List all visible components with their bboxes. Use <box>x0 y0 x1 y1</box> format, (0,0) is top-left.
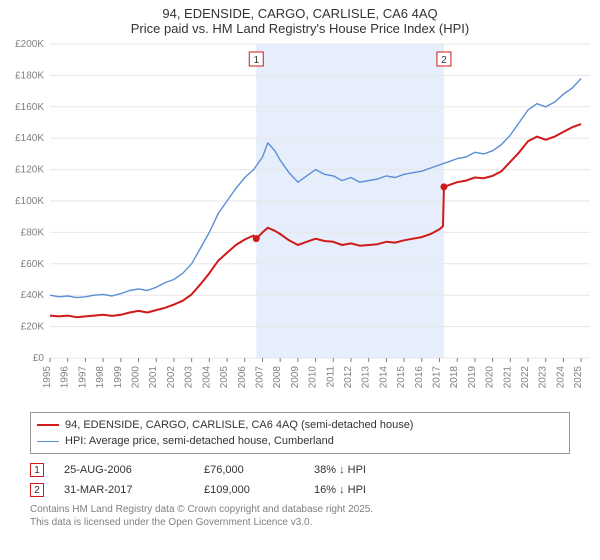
sale-row-marker: 2 <box>30 483 44 497</box>
xtick-label: 2011 <box>325 366 336 388</box>
xtick-label: 1998 <box>95 366 106 389</box>
xtick-label: 2023 <box>538 366 549 389</box>
xtick-label: 2013 <box>361 366 372 389</box>
legend-label: HPI: Average price, semi-detached house,… <box>65 435 334 447</box>
xtick-label: 2000 <box>131 366 142 389</box>
xtick-label: 2016 <box>414 366 425 389</box>
xtick-label: 2003 <box>184 366 195 389</box>
chart-svg: £0 £20K £40K £60K £80K £100K £120K £140K £160K £1… <box>0 38 600 408</box>
sale-row: 2 31-MAR-2017 £109,000 16% ↓ HPI <box>30 480 570 500</box>
xtick-label: 2009 <box>290 366 301 389</box>
sale-marker-dot <box>440 183 447 190</box>
title-subtitle: Price paid vs. HM Land Registry's House … <box>0 21 600 36</box>
ytick-label: £140K <box>15 133 44 144</box>
legend-swatch <box>37 441 59 442</box>
title-address: 94, EDENSIDE, CARGO, CARLISLE, CA6 4AQ <box>0 6 600 21</box>
sale-row-delta: 38% ↓ HPI <box>314 464 366 476</box>
xtick-label: 2006 <box>237 366 248 389</box>
xtick-label: 2012 <box>343 366 354 389</box>
legend-swatch <box>37 424 59 426</box>
xtick-label: 2002 <box>166 366 177 389</box>
ytick-label: £20K <box>21 322 45 333</box>
xtick-label: 1996 <box>60 366 71 389</box>
xtick-label: 2018 <box>449 366 460 389</box>
xtick-label: 2001 <box>148 366 159 389</box>
ytick-label: £120K <box>15 165 44 176</box>
xtick-label: 2019 <box>467 366 478 389</box>
xtick-label: 2008 <box>272 366 283 389</box>
footer-line2: This data is licensed under the Open Gov… <box>30 517 570 530</box>
footer-attribution: Contains HM Land Registry data © Crown c… <box>30 504 570 529</box>
ytick-label: £100K <box>15 196 44 207</box>
xtick-label: 2024 <box>555 366 566 389</box>
xtick-label: 2025 <box>573 366 584 389</box>
xtick-label: 2010 <box>308 366 319 389</box>
sale-row-price: £109,000 <box>204 484 294 496</box>
xtick-label: 2020 <box>485 366 496 389</box>
ytick-label: £40K <box>21 290 45 301</box>
chart-plot-area: £0 £20K £40K £60K £80K £100K £120K £140K £160K £1… <box>0 38 600 408</box>
xtick-label: 1999 <box>113 366 124 389</box>
sale-row-date: 31-MAR-2017 <box>64 484 184 496</box>
xtick-label: 2022 <box>520 366 531 389</box>
ytick-label: £80K <box>21 227 45 238</box>
sale-row-date: 25-AUG-2006 <box>64 464 184 476</box>
legend-row: HPI: Average price, semi-detached house,… <box>37 433 563 449</box>
legend-row: 94, EDENSIDE, CARGO, CARLISLE, CA6 4AQ (… <box>37 417 563 433</box>
xtick-label: 2015 <box>396 366 407 389</box>
sale-row-marker: 1 <box>30 463 44 477</box>
ytick-label: £180K <box>15 70 44 81</box>
xtick-label: 2007 <box>254 366 265 389</box>
title-block: 94, EDENSIDE, CARGO, CARLISLE, CA6 4AQ P… <box>0 0 600 38</box>
xtick-label: 2017 <box>432 366 443 389</box>
sale-row-delta: 16% ↓ HPI <box>314 484 366 496</box>
ytick-label: £60K <box>21 259 45 270</box>
xtick-label: 2005 <box>219 366 230 389</box>
ytick-label: £160K <box>15 102 44 113</box>
chart-container: 94, EDENSIDE, CARGO, CARLISLE, CA6 4AQ P… <box>0 0 600 560</box>
xtick-label: 2021 <box>502 366 513 389</box>
xtick-label: 1995 <box>42 366 53 389</box>
sale-row-price: £76,000 <box>204 464 294 476</box>
ytick-label: £0 <box>33 353 45 364</box>
legend-box: 94, EDENSIDE, CARGO, CARLISLE, CA6 4AQ (… <box>30 412 570 454</box>
sale-markers-table: 1 25-AUG-2006 £76,000 38% ↓ HPI 2 31-MAR-2017… <box>30 460 570 500</box>
xtick-label: 1997 <box>77 366 88 389</box>
xtick-label: 2004 <box>201 366 212 389</box>
ytick-label: £200K <box>15 39 44 50</box>
sale-marker-number: 2 <box>441 55 447 66</box>
sale-row: 1 25-AUG-2006 £76,000 38% ↓ HPI <box>30 460 570 480</box>
sale-marker-number: 1 <box>253 55 259 66</box>
footer-line1: Contains HM Land Registry data © Crown c… <box>30 504 570 517</box>
legend-label: 94, EDENSIDE, CARGO, CARLISLE, CA6 4AQ (… <box>65 419 413 431</box>
xtick-label: 2014 <box>378 366 389 389</box>
sale-marker-dot <box>253 235 260 242</box>
